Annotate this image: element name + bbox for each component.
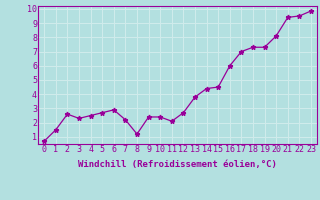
X-axis label: Windchill (Refroidissement éolien,°C): Windchill (Refroidissement éolien,°C) bbox=[78, 160, 277, 169]
